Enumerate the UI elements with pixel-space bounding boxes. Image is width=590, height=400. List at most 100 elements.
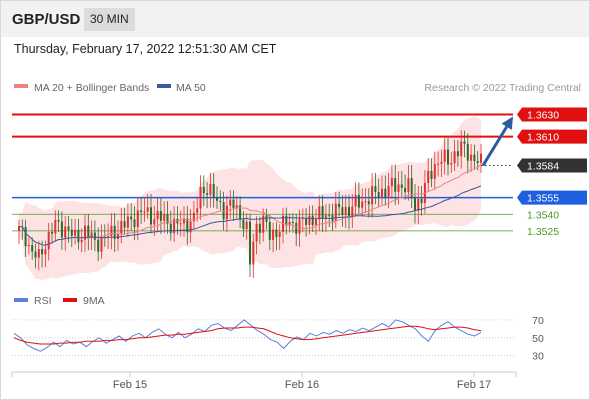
candle-body	[433, 164, 436, 179]
candle-body	[414, 197, 416, 211]
candle-body	[107, 236, 110, 238]
forecast-arrow-layer	[481, 116, 513, 167]
candle-body	[338, 203, 341, 208]
forecast-arrow-head	[501, 116, 513, 130]
candle-body	[367, 201, 370, 205]
candle-body	[450, 163, 453, 165]
candle-body	[239, 205, 242, 220]
rsi-legend-label: RSI	[34, 295, 52, 307]
candle-body	[47, 232, 50, 250]
candle-body	[169, 223, 172, 234]
candle-body	[460, 141, 463, 157]
candle-body	[235, 205, 238, 209]
candle-body	[225, 205, 228, 220]
candle-body	[54, 220, 57, 234]
candle-body	[64, 226, 67, 238]
rsi-line	[13, 319, 482, 352]
x-axis-layer: Feb 15 Feb 16 Feb 17	[11, 372, 517, 391]
candle-body	[242, 219, 245, 230]
candle-body	[272, 229, 275, 240]
candle-body	[324, 215, 327, 219]
candle-body	[298, 218, 301, 234]
candle-body	[470, 154, 473, 161]
candle-body	[348, 206, 350, 216]
candle-body	[374, 186, 377, 192]
candle-body	[341, 207, 344, 215]
price-level-label-4: 1.3540	[527, 209, 559, 221]
candle-body	[480, 153, 482, 163]
candle-body	[31, 245, 34, 252]
candle-body	[219, 200, 222, 202]
ma20-legend-label: MA 20 + Bollinger Bands	[34, 82, 149, 94]
candle-body	[417, 198, 420, 211]
candle-body	[87, 225, 90, 237]
candle-body	[437, 163, 440, 165]
candle-body	[381, 188, 383, 198]
candle-body	[179, 223, 182, 225]
price-level-tag-0	[517, 107, 587, 122]
candle-body	[120, 221, 123, 234]
candle-body	[44, 249, 47, 255]
candle-body	[318, 206, 321, 220]
candle-body	[291, 221, 294, 223]
candle-body	[41, 249, 44, 255]
price-level-tag-3	[517, 190, 587, 205]
price-level-tag-1	[517, 129, 587, 144]
rsi-legend-swatch	[14, 298, 28, 302]
candle-body	[189, 221, 192, 233]
candle-body	[117, 233, 119, 239]
candle-body	[77, 229, 80, 243]
candle-body	[159, 211, 162, 221]
x-axis-label-2: Feb 17	[457, 379, 491, 391]
candle-body	[80, 239, 83, 243]
ma20-legend-swatch	[14, 84, 28, 88]
candle-body	[285, 215, 288, 226]
candle-body	[136, 210, 139, 227]
candle-body	[357, 194, 360, 208]
candle-body	[400, 184, 403, 188]
candle-body	[354, 194, 357, 207]
candle-body	[364, 201, 367, 203]
candle-body	[90, 232, 93, 237]
rsi-tick-label-2: 30	[532, 351, 544, 363]
candle-body	[390, 178, 393, 187]
candle-body	[328, 215, 331, 217]
candle-body	[199, 186, 202, 209]
chart-header: GBP/USD 30 MIN	[1, 1, 589, 37]
candle-body	[67, 226, 70, 230]
candle-body	[70, 229, 73, 236]
candle-body	[394, 178, 397, 192]
candle-body	[84, 225, 86, 240]
x-axis-label-0: Feb 15	[113, 379, 147, 391]
price-levels-layer: 1.3630 1.3610 1.3584 1.3555 1.3540 1.3525	[12, 107, 587, 238]
timeframe-badge[interactable]: 30 MIN	[84, 8, 135, 31]
candle-body	[387, 186, 390, 197]
candle-body	[100, 236, 103, 252]
candle-body	[74, 229, 77, 236]
chart-timestamp: Thursday, February 17, 2022 12:51:30 AM …	[14, 42, 277, 56]
price-level-label-3: 1.3555	[527, 193, 559, 205]
candle-body	[60, 221, 63, 238]
candle-body	[51, 232, 53, 234]
candle-body	[113, 225, 116, 239]
candle-body	[344, 206, 347, 215]
candle-body	[130, 216, 133, 220]
candle-body	[473, 154, 476, 161]
candle-body	[361, 201, 364, 208]
candle-body	[123, 221, 126, 228]
candle-body	[27, 245, 30, 247]
candle-body	[166, 214, 169, 224]
candle-body	[232, 199, 235, 209]
candle-body	[252, 241, 255, 265]
candle-body	[334, 203, 337, 222]
candle-body	[255, 223, 258, 242]
candle-body	[245, 221, 248, 230]
candle-body	[295, 222, 298, 234]
candle-body	[173, 218, 176, 234]
candle-body	[420, 198, 423, 203]
candle-body	[110, 225, 113, 237]
candle-body	[212, 184, 215, 197]
candle-body	[407, 178, 410, 193]
candle-body	[258, 223, 261, 233]
